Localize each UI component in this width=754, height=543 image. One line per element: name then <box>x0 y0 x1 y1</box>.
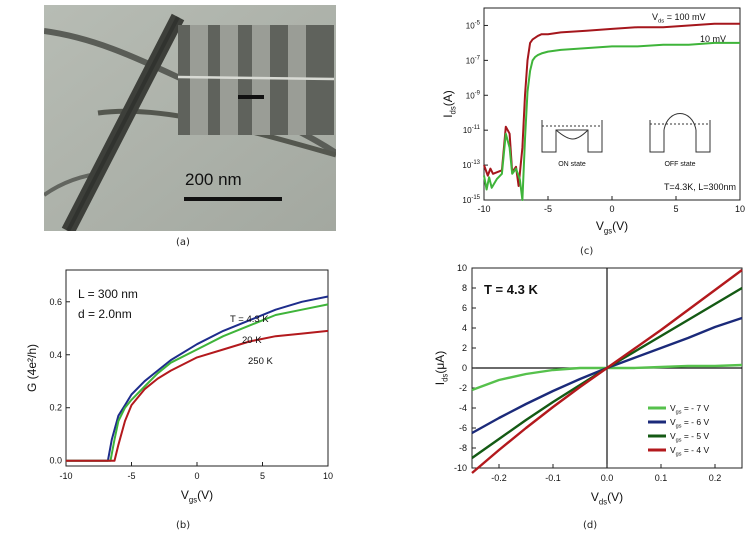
x-axis-label: Vgs(V) <box>596 219 628 236</box>
annotation-diameter: d = 2.0nm <box>78 307 132 321</box>
series-label: T = 4.3 K <box>230 314 269 325</box>
x-tick-label: -0.1 <box>545 473 561 483</box>
caption-d: (d) <box>583 520 598 531</box>
legend-label: Vgs = - 6 V <box>670 417 709 430</box>
y-tick-label: 10-5 <box>466 20 481 30</box>
y-tick-label: 10-15 <box>462 195 480 205</box>
series-line <box>66 329 329 462</box>
series-label: 20 K <box>242 335 262 346</box>
y-tick-label: -10 <box>454 463 467 473</box>
series-label-100mv: Vds = 100 mV <box>652 12 705 25</box>
y-axis-label: Ids(μA) <box>433 351 450 386</box>
x-tick-label: 0.2 <box>709 473 722 483</box>
series-label: 250 K <box>248 356 273 367</box>
band-diagram-on-state <box>541 120 603 153</box>
y-tick-label: -2 <box>459 383 467 393</box>
y-tick-label: 0.2 <box>49 403 62 413</box>
y-axis-label-group: Ids(A) <box>441 90 458 118</box>
x-axis-label: Vds(V) <box>591 490 623 507</box>
chart-conductance: -10 -5 0 5 10 0.0 0.2 0.4 0.6 Vgs(V) G (4e²/h) L = … <box>25 269 333 505</box>
y-axis-label: G (4e²/h) <box>25 344 39 392</box>
annotation-temperature: T=4.3K, L=300nm <box>664 182 736 192</box>
x-tick-label: -10 <box>59 471 72 481</box>
caption-a: (a) <box>176 237 190 248</box>
y-tick-label: 6 <box>462 303 467 313</box>
caption-b: (b) <box>176 520 191 531</box>
y-tick-label: 2 <box>462 343 467 353</box>
y-tick-label: 10-13 <box>462 160 480 170</box>
x-tick-label: -10 <box>477 204 490 214</box>
annotation-length: L = 300 nm <box>78 287 138 301</box>
y-tick-label: 0 <box>462 363 467 373</box>
x-tick-label: 0.0 <box>601 473 614 483</box>
y-tick-label: 10-9 <box>466 90 481 100</box>
y-tick-label: -4 <box>459 403 467 413</box>
legend-label: Vgs = - 7 V <box>670 403 709 416</box>
x-tick-label: 0.1 <box>655 473 668 483</box>
x-tick-label: -0.2 <box>491 473 507 483</box>
band-diagram-off-state <box>649 113 711 153</box>
y-tick-label: 8 <box>462 283 467 293</box>
y-tick-label: 4 <box>462 323 467 333</box>
on-state-label: ON state <box>558 161 586 168</box>
nanowire-thick-edge <box>66 16 180 231</box>
y-tick-label: -8 <box>459 443 467 453</box>
series-line <box>66 295 329 462</box>
chart-iv-curves: -0.2 -0.1 0.0 0.1 0.2 -10 -8 -6 -4 -2 0 2 4 6 8 10 Vds(V… <box>433 263 743 507</box>
y-tick-label: 0.0 <box>49 456 62 466</box>
band-edge <box>541 120 603 153</box>
x-tick-label: 10 <box>323 471 333 481</box>
x-tick-label: 0 <box>609 204 614 214</box>
x-tick-label: 0 <box>194 471 199 481</box>
caption-c: (c) <box>580 246 594 257</box>
y-axis-label-group: Ids(μA) <box>433 351 450 386</box>
x-tick-label: 5 <box>260 471 265 481</box>
series-line <box>483 41 740 201</box>
sem-inset <box>177 25 335 135</box>
legend-label: Vgs = - 4 V <box>670 445 709 458</box>
series-label-10mv: 10 mV <box>700 34 726 44</box>
scale-bar-label: 200 nm <box>185 170 242 189</box>
x-axis-label: Vgs(V) <box>181 488 213 505</box>
band-bend <box>555 129 589 140</box>
y-tick-label: 0.6 <box>49 297 62 307</box>
annotation-temperature: T = 4.3 K <box>484 282 538 297</box>
x-tick-label: 5 <box>673 204 678 214</box>
y-tick-label: 10 <box>457 263 467 273</box>
series-line <box>66 303 329 462</box>
legend-label: Vgs = - 5 V <box>670 431 709 444</box>
x-tick-label: 10 <box>735 204 745 214</box>
series-line <box>483 22 740 187</box>
series-line <box>471 269 743 474</box>
y-tick-label: 10-11 <box>463 125 481 135</box>
micrograph-panel-a <box>44 5 336 231</box>
x-tick-label: -5 <box>544 204 552 214</box>
off-state-label: OFF state <box>664 161 695 168</box>
scale-bar <box>184 197 282 201</box>
y-tick-label: 10-7 <box>466 55 481 65</box>
band-edge <box>649 120 711 153</box>
band-bend <box>663 113 697 131</box>
chart-current-vs-gate: -10 -5 0 5 10 10-15 10-13 10-11 10-9 10-7 10-5 Vgs(… <box>441 7 745 236</box>
x-tick-label: -5 <box>127 471 135 481</box>
y-tick-label: -6 <box>459 423 467 433</box>
y-tick-label: 0.4 <box>49 350 62 360</box>
y-axis-label: Ids(A) <box>441 90 458 118</box>
